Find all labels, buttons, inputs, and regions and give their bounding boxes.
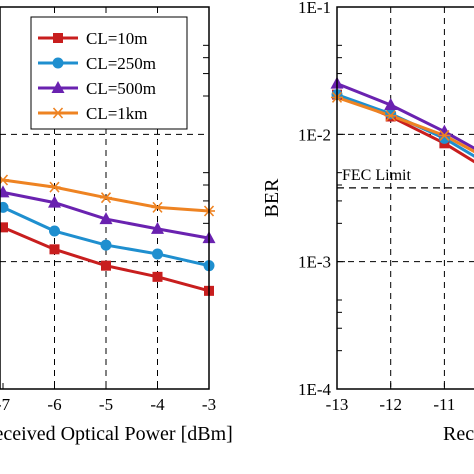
left-data-point (100, 239, 112, 251)
left-plot: -7-6-5-4-3 Received Optical Power [dBm] … (0, 6, 233, 445)
left-data-point (99, 212, 113, 225)
left-data-point (151, 201, 164, 213)
legend-marker (53, 33, 63, 43)
left-data-point (152, 271, 163, 282)
legend-label: CL=500m (86, 79, 156, 98)
left-data-point (48, 195, 61, 208)
left-data-point (101, 260, 111, 271)
left-x-tick-label: -5 (99, 395, 113, 414)
right-x-tick-label: -12 (379, 395, 402, 414)
left-data-point (0, 201, 9, 213)
right-grid (337, 7, 474, 389)
right-data-point (384, 110, 397, 122)
right-data-point (385, 108, 397, 120)
left-data-point (48, 181, 61, 193)
right-x-tick-label: -13 (326, 395, 349, 414)
right-axis-ticks: -13 -12 -11 1E-4 1E-3 1E-2 1E-1 (298, 0, 455, 414)
left-x-tick-label: -7 (0, 395, 11, 414)
right-series-line (336, 95, 474, 154)
right-y-axis-label: BER (261, 178, 283, 218)
left-data-point (151, 221, 164, 234)
legend-marker (52, 57, 64, 69)
right-y-tick-label: 1E-4 (298, 380, 332, 399)
legend-label: CL=1km (86, 104, 148, 123)
right-series-line (336, 82, 474, 150)
right-data-point (438, 129, 451, 141)
right-x-axis-label: Received Optical Power [dBm] (443, 423, 474, 445)
left-x-ticks: -7 -6 -5 -4 -3 (0, 383, 216, 414)
left-data-point (49, 225, 60, 237)
fec-limit-label: FEC Limit (342, 167, 411, 184)
right-x-tick-label: -11 (433, 395, 455, 414)
right-data-point (437, 124, 451, 137)
left-x-tick-label: -3 (202, 395, 216, 414)
legend-label: CL=250m (86, 54, 156, 73)
left-data-point (100, 192, 112, 204)
legend-marker (51, 81, 65, 93)
legend: CL=10m CL=250m CL=500m CL=1km (30, 16, 188, 130)
left-data-point (49, 244, 60, 255)
left-data-point (0, 185, 10, 198)
right-y-tick-label: 1E-3 (298, 253, 331, 272)
right-y-tick-label: 1E-1 (298, 0, 331, 17)
right-plot-frame (336, 6, 474, 390)
right-data-point (384, 97, 398, 110)
left-x-axis-label: Received Optical Power [dBm] (0, 423, 233, 445)
left-x-tick-label: -4 (150, 395, 165, 414)
right-lines (336, 82, 474, 164)
right-y-tick-label: 1E-2 (298, 125, 331, 144)
legend-marker (52, 107, 64, 119)
left-markers (0, 174, 216, 296)
left-data-point (0, 222, 8, 233)
left-data-point (152, 248, 163, 260)
left-data-point (0, 174, 9, 186)
legend-label: CL=10m (86, 29, 148, 48)
left-plot-frame (0, 6, 210, 390)
left-x-tick-label: -6 (47, 395, 61, 414)
